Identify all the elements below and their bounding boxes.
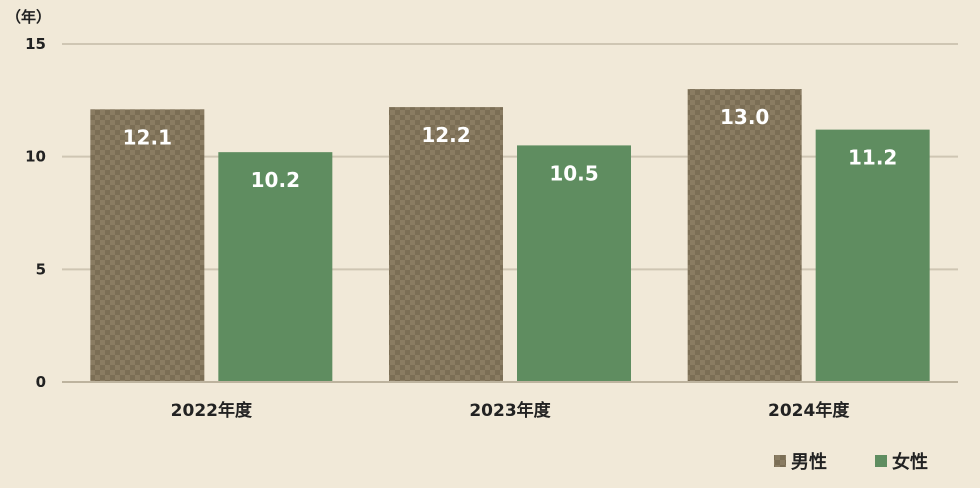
- bar-female-2023年度: [517, 145, 631, 382]
- bar-male-2024年度: [687, 89, 802, 383]
- x-category-label: 2022年度: [171, 400, 253, 421]
- data-label: 12.2: [421, 123, 470, 147]
- legend-label: 女性: [892, 451, 928, 473]
- y-axis: 0 5 10 15: [25, 35, 46, 391]
- x-axis: 2022年度 2023年度 2024年度: [62, 381, 958, 421]
- data-label: 13.0: [720, 105, 769, 129]
- legend: 男性 女性: [774, 451, 928, 473]
- data-label: 12.1: [123, 125, 172, 149]
- y-unit-label: （年）: [6, 8, 51, 26]
- bar-female-2024年度: [815, 129, 930, 382]
- y-tick-label: 0: [36, 373, 46, 391]
- y-tick-label: 15: [25, 35, 46, 53]
- legend-swatch: [774, 455, 786, 467]
- data-label: 10.2: [251, 168, 300, 192]
- bars: 12.1 10.2 12.2 10.5 13.0 11.2: [90, 89, 930, 383]
- bar-male-2022年度: [90, 109, 205, 382]
- bar-female-2022年度: [218, 152, 333, 382]
- legend-swatch: [875, 455, 887, 467]
- data-label: 10.5: [549, 161, 598, 185]
- y-tick-label: 5: [36, 260, 46, 278]
- data-label: 11.2: [848, 146, 897, 170]
- x-category-label: 2024年度: [768, 400, 850, 421]
- y-tick-label: 10: [25, 148, 46, 166]
- x-category-label: 2023年度: [469, 400, 551, 421]
- legend-label: 男性: [791, 451, 827, 473]
- bar-male-2023年度: [389, 107, 503, 383]
